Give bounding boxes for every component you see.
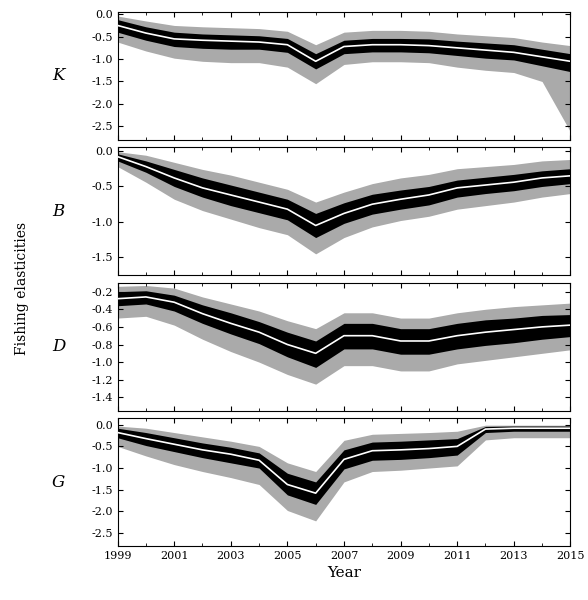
Text: Fishing elasticities: Fishing elasticities xyxy=(15,221,29,355)
X-axis label: Year: Year xyxy=(327,566,361,580)
Text: D: D xyxy=(52,338,65,355)
Text: B: B xyxy=(52,203,65,220)
Text: G: G xyxy=(52,473,65,491)
Text: K: K xyxy=(52,67,65,85)
